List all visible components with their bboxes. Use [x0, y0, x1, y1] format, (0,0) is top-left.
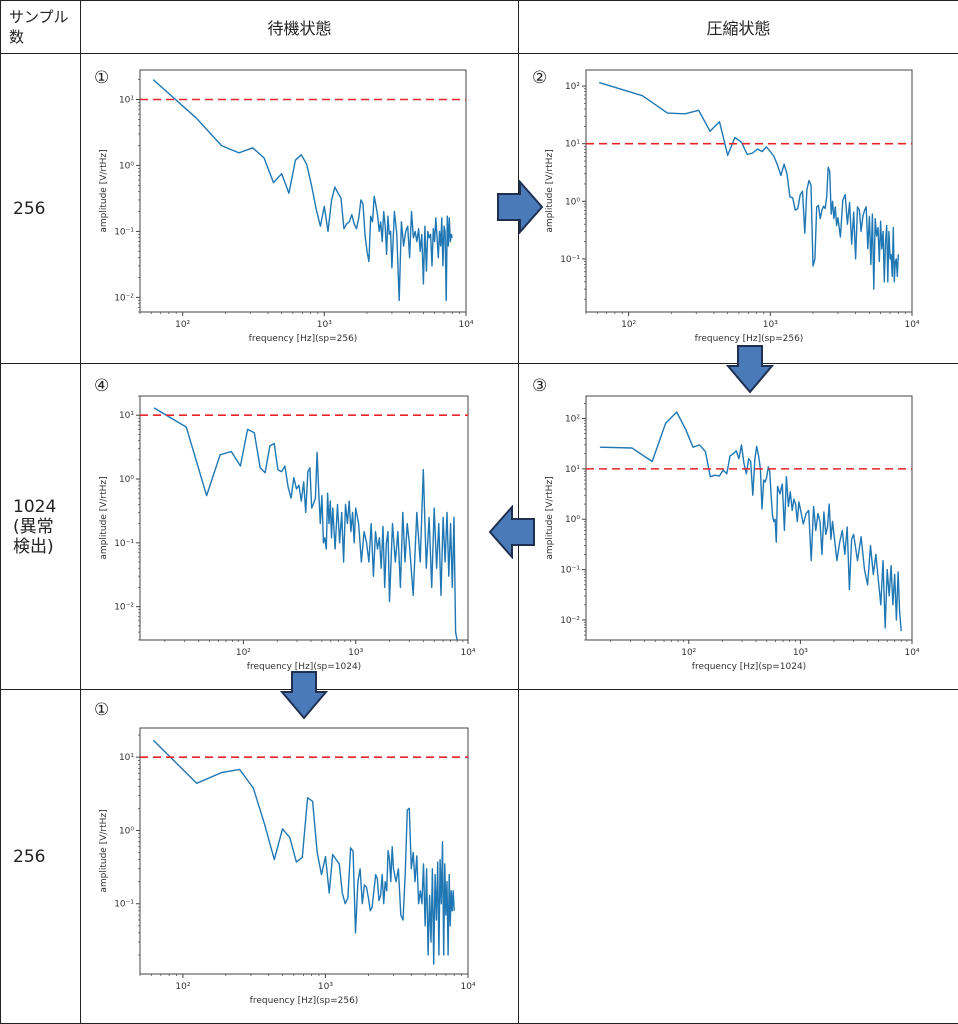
plot-number-label: ④ [94, 376, 110, 396]
x-axis-label: frequency [Hz](sp=256) [695, 334, 804, 344]
chart-chart1b: 10² 10³ 10⁴ 10⁻¹ 10⁰ 10¹ frequency [Hz](sp=256… [99, 727, 476, 1006]
y-tick-label: 10¹ [565, 140, 580, 150]
y-tick-label: 10² [565, 415, 580, 425]
y-tick-label: 10¹ [119, 95, 134, 105]
y-tick-label: 10¹ [119, 753, 134, 763]
series-line-amplitude [599, 411, 902, 632]
x-tick-label: 10³ [317, 320, 332, 330]
x-tick-label: 10³ [793, 648, 808, 658]
cell-empty [518, 689, 958, 1024]
y-axis-label: amplitude [V/rtHz] [99, 149, 109, 232]
header-sample-count-line1: サンプル [9, 8, 69, 26]
x-tick-label: 10² [621, 320, 636, 330]
x-tick-label: 10⁴ [460, 648, 475, 658]
row-label-256: 256 [0, 53, 81, 364]
header-sample-count-line2: 数 [9, 28, 25, 46]
y-tick-label: 10¹ [119, 411, 134, 421]
y-tick-label: 10⁰ [119, 826, 134, 836]
x-tick-label: 10³ [763, 320, 778, 330]
plot-frame [585, 69, 913, 313]
y-tick-label: 10⁰ [119, 161, 134, 171]
plot-frame [139, 727, 469, 975]
y-tick-label: 10⁻¹ [560, 255, 580, 265]
row-label-text: (異常 [13, 516, 54, 537]
header-sample-count: サンプル 数 [0, 0, 81, 54]
y-tick-label: 10⁻¹ [560, 566, 580, 576]
header-standby: 待機状態 [80, 0, 519, 54]
y-tick-label: 10⁻² [114, 603, 134, 613]
arrow-left-icon [488, 505, 535, 559]
plot-number-label: ① [94, 700, 110, 720]
series-line-amplitude [598, 81, 899, 290]
x-tick-label: 10² [681, 648, 696, 658]
y-axis-label: amplitude [V/rtHz] [545, 476, 555, 559]
x-axis-label: frequency [Hz](sp=1024) [692, 662, 806, 672]
x-tick-label: 10⁴ [458, 320, 473, 330]
series-line-amplitude [153, 407, 458, 641]
series-line-amplitude [152, 739, 455, 965]
chart-chart3: 10² 10³ 10⁴ 10⁻² 10⁻¹ 10⁰ 10¹ 10² frequency [Hz]… [545, 395, 920, 672]
x-tick-label: 10² [236, 648, 251, 658]
series-line-amplitude [152, 79, 453, 302]
plot-number-label: ① [94, 68, 110, 88]
row-label-256-return: 256 [0, 689, 81, 1024]
x-tick-label: 10⁴ [460, 982, 475, 992]
arrow-down-icon [725, 345, 774, 394]
x-axis-label: frequency [Hz](sp=1024) [247, 662, 361, 672]
y-tick-label: 10⁰ [565, 197, 580, 207]
y-tick-label: 10⁰ [119, 475, 134, 485]
arrow-right-icon [497, 180, 544, 234]
row-label-text: 256 [13, 846, 46, 867]
chart-chart4: 10² 10³ 10⁴ 10⁻² 10⁻¹ 10⁰ 10¹ frequency [Hz](sp… [99, 395, 476, 672]
plot-frame [585, 395, 913, 641]
y-tick-label: 10⁻¹ [114, 227, 134, 237]
plot-frame [139, 69, 467, 313]
arrow-down-icon [279, 671, 328, 720]
x-axis-label: frequency [Hz](sp=256) [249, 334, 358, 344]
chart-chart2: 10² 10³ 10⁴ 10⁻¹ 10⁰ 10¹ 10² frequency [Hz](sp=… [545, 69, 920, 344]
chart-chart1a: 10² 10³ 10⁴ 10⁻² 10⁻¹ 10⁰ 10¹ frequency [Hz](sp… [99, 69, 474, 344]
y-tick-label: 10² [565, 82, 580, 92]
plot-number-label: ③ [532, 376, 548, 396]
y-tick-label: 10⁰ [565, 515, 580, 525]
y-axis-label: amplitude [V/rtHz] [99, 476, 109, 559]
y-tick-label: 10⁻² [560, 616, 580, 626]
x-tick-label: 10⁴ [904, 320, 919, 330]
x-tick-label: 10⁴ [904, 648, 919, 658]
row-label-1024: 1024 (異常 検出) [0, 363, 81, 690]
row-label-text: 256 [13, 198, 46, 219]
row-label-text: 検出) [13, 536, 54, 557]
plot-frame [139, 395, 469, 641]
y-tick-label: 10¹ [565, 465, 580, 475]
x-tick-label: 10² [175, 982, 190, 992]
y-axis-label: amplitude [V/rtHz] [545, 149, 555, 232]
y-axis-label: amplitude [V/rtHz] [99, 809, 109, 892]
y-tick-label: 10⁻¹ [114, 900, 134, 910]
x-tick-label: 10³ [348, 648, 363, 658]
x-axis-label: frequency [Hz](sp=256) [250, 996, 359, 1006]
row-label-text: 1024 [13, 496, 57, 517]
plot-number-label: ② [532, 68, 548, 88]
y-tick-label: 10⁻² [114, 293, 134, 303]
x-tick-label: 10³ [318, 982, 333, 992]
y-tick-label: 10⁻¹ [114, 539, 134, 549]
x-tick-label: 10² [175, 320, 190, 330]
header-compressed: 圧縮状態 [518, 0, 958, 54]
